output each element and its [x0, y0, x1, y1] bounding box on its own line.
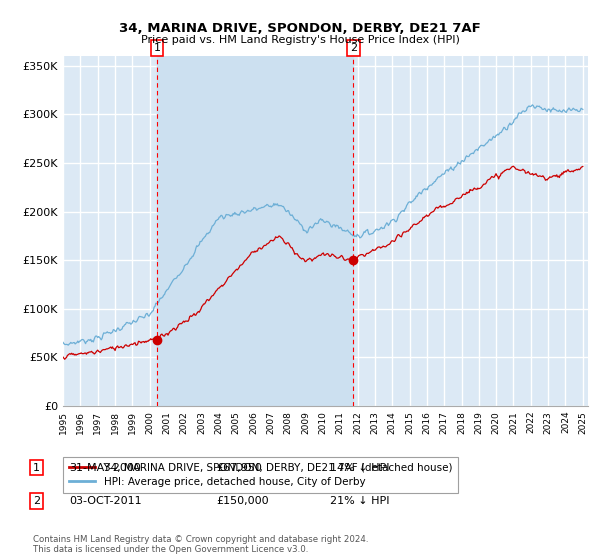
Legend: 34, MARINA DRIVE, SPONDON, DERBY, DE21 7AF (detached house), HPI: Average price,: 34, MARINA DRIVE, SPONDON, DERBY, DE21 7…	[63, 457, 458, 493]
Text: 1: 1	[33, 463, 40, 473]
Text: 14% ↓ HPI: 14% ↓ HPI	[330, 463, 389, 473]
Text: 1: 1	[154, 43, 160, 53]
Text: 31-MAY-2000: 31-MAY-2000	[69, 463, 141, 473]
Text: £67,950: £67,950	[216, 463, 262, 473]
Text: 2: 2	[33, 496, 40, 506]
Text: 21% ↓ HPI: 21% ↓ HPI	[330, 496, 389, 506]
Text: £150,000: £150,000	[216, 496, 269, 506]
Text: 2: 2	[350, 43, 357, 53]
Text: 34, MARINA DRIVE, SPONDON, DERBY, DE21 7AF: 34, MARINA DRIVE, SPONDON, DERBY, DE21 7…	[119, 22, 481, 35]
Text: 03-OCT-2011: 03-OCT-2011	[69, 496, 142, 506]
Text: Price paid vs. HM Land Registry's House Price Index (HPI): Price paid vs. HM Land Registry's House …	[140, 35, 460, 45]
Bar	[157, 56, 353, 406]
Text: Contains HM Land Registry data © Crown copyright and database right 2024.
This d: Contains HM Land Registry data © Crown c…	[33, 535, 368, 554]
